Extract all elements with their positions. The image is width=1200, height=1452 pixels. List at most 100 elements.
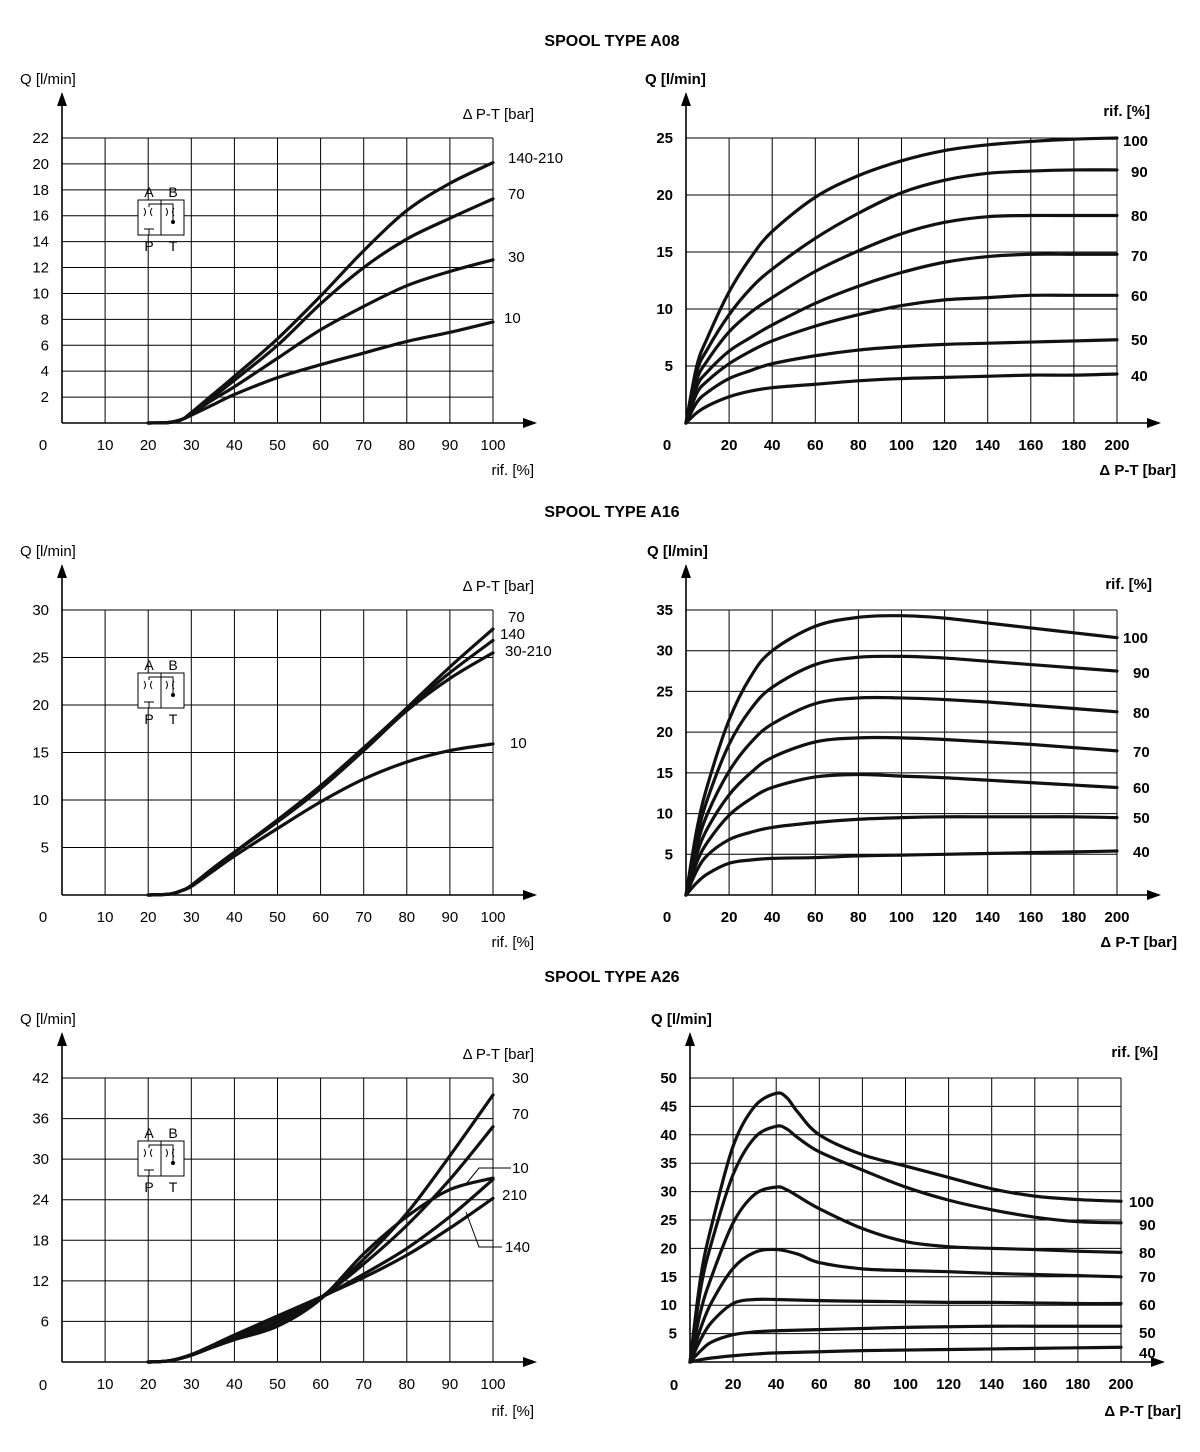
series-line-50	[684, 338, 1119, 425]
x-tick-label: 140	[975, 437, 1000, 454]
y-axis-label: Q [l/min]	[20, 543, 76, 560]
y-tick-label: 45	[660, 1098, 677, 1115]
section-title-a26: SPOOL TYPE A26	[544, 969, 679, 986]
series-label-70: 70	[512, 1106, 529, 1123]
y-tick-label: 15	[656, 244, 673, 261]
symbol-throttle	[150, 1148, 153, 1158]
symbol-port-p: P	[144, 711, 153, 727]
series-label-40: 40	[1131, 368, 1148, 385]
series-label-100: 100	[1129, 1194, 1154, 1211]
series-label-60: 60	[1133, 780, 1150, 797]
y-tick-label: 25	[32, 650, 49, 667]
chart-a26-left: 6 12 18 24 30 36 42 10 20 30 40 50 60 70 80 90 100 0 Q [l/…	[20, 1011, 537, 1420]
y-axis-label: Q [l/min]	[647, 543, 708, 560]
chart-a26-right: 5 10 15 20 25 30 35 40 45 50 20 40 60 80 100 120 140 160 1…	[651, 1011, 1181, 1420]
y-tick-label: 8	[41, 311, 49, 328]
y-tick-label: 20	[32, 156, 49, 173]
symbol-port-a: A	[144, 657, 154, 673]
series-label-40: 40	[1133, 844, 1150, 861]
symbol-blocked-port	[144, 701, 154, 708]
x-tick-label: 90	[442, 437, 459, 454]
y-tick-label: 42	[32, 1070, 49, 1087]
series-label-70: 70	[508, 186, 525, 203]
y-tick-label: 35	[656, 602, 673, 619]
x-tick-label: 40	[764, 909, 781, 926]
x-axis-label: Δ P-T [bar]	[1099, 462, 1176, 479]
series-label-10: 10	[512, 1160, 529, 1177]
symbol-blocked-port	[144, 1169, 154, 1176]
x-tick-label: 60	[811, 1376, 828, 1393]
symbol-port-t: T	[169, 238, 178, 254]
x-tick-label: 120	[932, 437, 957, 454]
y-tick-label: 25	[660, 1212, 677, 1229]
series-label-90: 90	[1139, 1217, 1156, 1234]
x-tick-label: 10	[97, 909, 114, 926]
y-tick-label: 14	[32, 234, 49, 251]
symbol-port-p: P	[144, 1179, 153, 1195]
y-tick-label: 10	[656, 301, 673, 318]
y-tick-label: 30	[32, 602, 49, 619]
x-tick-label: 10	[97, 1376, 114, 1393]
series-label-30: 30	[512, 1070, 529, 1087]
x-tick-label: 200	[1104, 909, 1129, 926]
x-tick-label: 100	[889, 437, 914, 454]
x-tick-label: 20	[140, 909, 157, 926]
x-tick-label: 70	[355, 909, 372, 926]
x-tick-label: 60	[312, 1376, 329, 1393]
origin-label: 0	[670, 1377, 678, 1394]
series-line-40	[688, 1345, 1123, 1364]
series-label-10: 10	[510, 735, 527, 752]
series-line-80	[688, 1185, 1123, 1364]
x-tick-label: 180	[1065, 1376, 1090, 1393]
y-tick-label: 30	[32, 1151, 49, 1168]
curve-legend-title: Δ P-T [bar]	[463, 1046, 534, 1063]
x-tick-label: 60	[807, 437, 824, 454]
series-line-80	[684, 213, 1119, 425]
x-tick-label: 100	[889, 909, 914, 926]
chart-a08-right: 5 10 15 20 25 20 40 60 80 100 120 140 160 180 200 0 Q [l…	[645, 71, 1176, 479]
y-tick-label: 50	[660, 1070, 677, 1087]
x-tick-label: 50	[269, 437, 286, 454]
x-tick-label: 100	[480, 437, 505, 454]
x-tick-label: 70	[355, 1376, 372, 1393]
x-tick-label: 30	[183, 909, 200, 926]
y-tick-label: 6	[41, 337, 49, 354]
leader-line-140	[465, 1211, 502, 1248]
symbol-throttle	[165, 680, 168, 690]
y-tick-label: 15	[656, 765, 673, 782]
grid	[62, 137, 494, 423]
y-tick-label: 4	[41, 363, 49, 380]
y-tick-label: 15	[660, 1269, 677, 1286]
curve-legend-title: rif. [%]	[1111, 1044, 1158, 1061]
x-tick-label: 90	[442, 1376, 459, 1393]
x-tick-label: 50	[269, 909, 286, 926]
x-tick-label: 100	[480, 1376, 505, 1393]
symbol-port-p: P	[144, 238, 153, 254]
x-tick-label: 70	[355, 437, 372, 454]
series-label-60: 60	[1139, 1297, 1156, 1314]
series-line-50	[688, 1324, 1123, 1364]
series-line-50	[684, 815, 1119, 897]
series-label-30-210: 30-210	[505, 643, 552, 660]
x-axis-label: rif. [%]	[491, 462, 534, 479]
y-tick-label: 5	[669, 1326, 677, 1343]
y-tick-label: 18	[32, 182, 49, 199]
series-label-50: 50	[1139, 1325, 1156, 1342]
spool-symbol: A B P T	[137, 657, 185, 727]
spool-symbol: A B P T	[137, 1125, 185, 1195]
curve-legend-title: Δ P-T [bar]	[463, 106, 534, 123]
symbol-junction	[171, 693, 175, 697]
series-label-70: 70	[1131, 248, 1148, 265]
curve-legend-title: rif. [%]	[1105, 576, 1152, 593]
grid	[62, 609, 494, 895]
x-tick-label: 80	[398, 437, 415, 454]
symbol-port-b: B	[168, 184, 177, 200]
section-title-a16: SPOOL TYPE A16	[544, 504, 679, 521]
y-tick-label: 35	[660, 1155, 677, 1172]
x-tick-label: 120	[936, 1376, 961, 1393]
series-label-100: 100	[1123, 133, 1148, 150]
series-label-140: 140	[505, 1239, 530, 1256]
x-tick-label: 180	[1061, 437, 1086, 454]
symbol-throttle	[143, 207, 146, 217]
